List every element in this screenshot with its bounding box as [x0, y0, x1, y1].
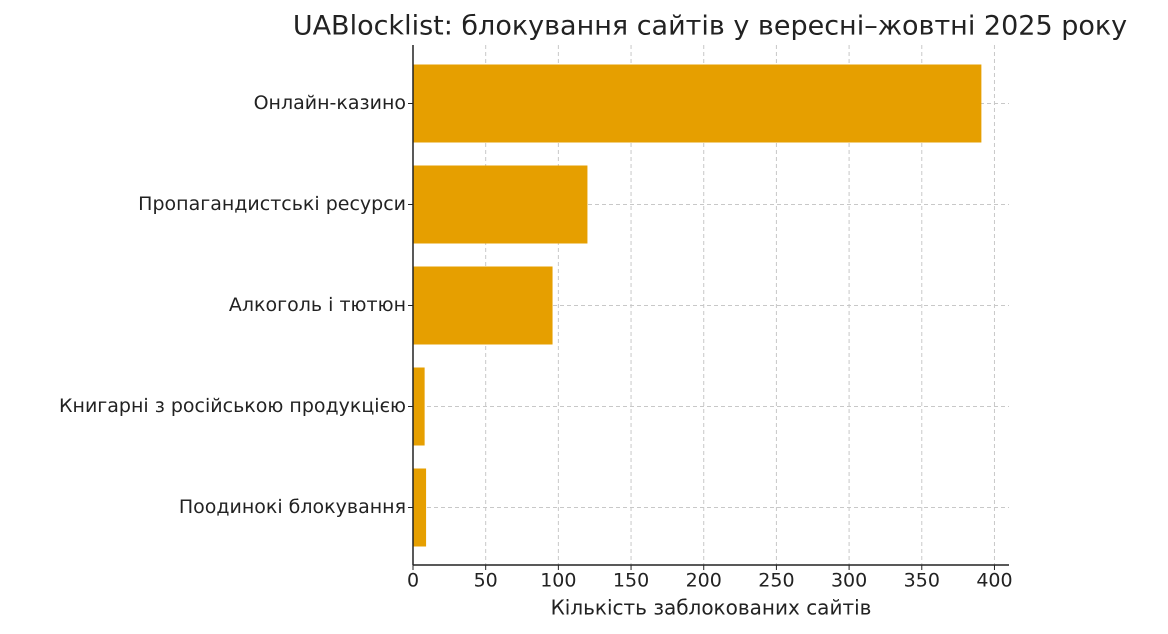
x-tick-label: 300: [831, 570, 867, 592]
x-tick-label: 200: [686, 570, 722, 592]
bar: [413, 367, 425, 446]
y-tick-label: Алкоголь і тютюн: [229, 294, 406, 316]
y-tick-label: Книгарні з російською продукцією: [59, 395, 406, 417]
y-tick-label: Онлайн-казино: [254, 92, 406, 114]
x-tick-label: 350: [904, 570, 940, 592]
bar: [413, 468, 427, 547]
x-tick-label: 100: [540, 570, 576, 592]
bar: [413, 165, 588, 244]
x-tick-label: 150: [613, 570, 649, 592]
x-tick-label: 250: [758, 570, 794, 592]
x-tick-label: 0: [407, 570, 419, 592]
x-tick-label: 50: [474, 570, 498, 592]
bar: [413, 64, 982, 143]
bar: [413, 266, 553, 345]
chart-title: UABlocklist: блокування сайтів у вересні…: [293, 11, 1127, 42]
y-tick-label: Поодинокі блокування: [179, 496, 406, 518]
x-axis-label: Кількість заблокованих сайтів: [551, 596, 872, 620]
y-tick-label: Пропагандистські ресурси: [138, 193, 406, 215]
x-tick-label: 400: [976, 570, 1012, 592]
